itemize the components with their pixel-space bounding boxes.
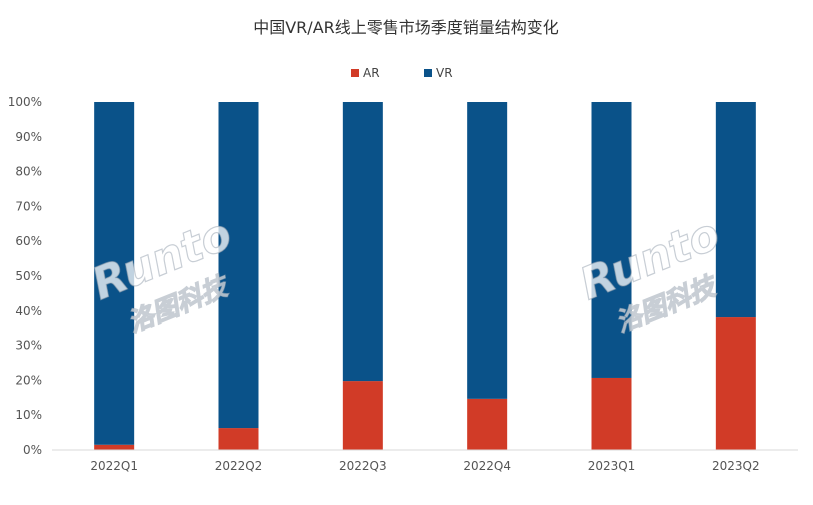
y-axis: 0% 10% 20% 30% 40% 50% 60% 70% 80% 90% 100%: [8, 95, 42, 457]
x-tick-label: 2022Q3: [339, 459, 387, 473]
y-tick-label: 40%: [15, 304, 42, 318]
y-tick-label: 50%: [15, 269, 42, 283]
bar-vr-2022q1: [94, 102, 135, 445]
y-tick-label: 10%: [15, 408, 42, 422]
x-tick-label: 2023Q1: [588, 459, 636, 473]
bar-ar-2023q1: [591, 377, 632, 450]
y-tick-label: 20%: [15, 373, 42, 387]
bar-vr-2023q1: [591, 102, 632, 378]
legend: AR VR: [351, 66, 453, 80]
bar-vr-2023q2: [715, 102, 756, 318]
y-tick-label: 60%: [15, 234, 42, 248]
bar-ar-2022q4: [467, 398, 508, 450]
bar-ar-2022q3: [342, 381, 383, 450]
bar-vr-2022q4: [467, 102, 508, 399]
legend-label-vr: VR: [436, 66, 453, 80]
x-axis: 2022Q1 2022Q2 2022Q3 2022Q4 2023Q1 2023Q2: [90, 459, 759, 473]
y-tick-label: 0%: [23, 443, 42, 457]
y-tick-label: 80%: [15, 165, 42, 179]
legend-swatch-vr: [424, 69, 432, 77]
legend-swatch-ar: [351, 69, 359, 77]
bars: [94, 102, 756, 450]
legend-label-ar: AR: [363, 66, 380, 80]
y-tick-label: 70%: [15, 199, 42, 213]
bar-vr-2022q2: [218, 102, 259, 429]
bar-ar-2023q2: [715, 317, 756, 450]
bar-ar-2022q2: [218, 428, 259, 450]
y-tick-label: 100%: [8, 95, 42, 109]
bar-vr-2022q3: [342, 102, 383, 382]
x-tick-label: 2023Q2: [712, 459, 760, 473]
chart-title: 中国VR/AR线上零售市场季度销量结构变化: [253, 18, 559, 37]
y-tick-label: 30%: [15, 339, 42, 353]
x-tick-label: 2022Q1: [90, 459, 138, 473]
y-tick-label: 90%: [15, 130, 42, 144]
x-tick-label: 2022Q4: [463, 459, 511, 473]
x-tick-label: 2022Q2: [215, 459, 263, 473]
bar-ar-2022q1: [94, 444, 135, 450]
